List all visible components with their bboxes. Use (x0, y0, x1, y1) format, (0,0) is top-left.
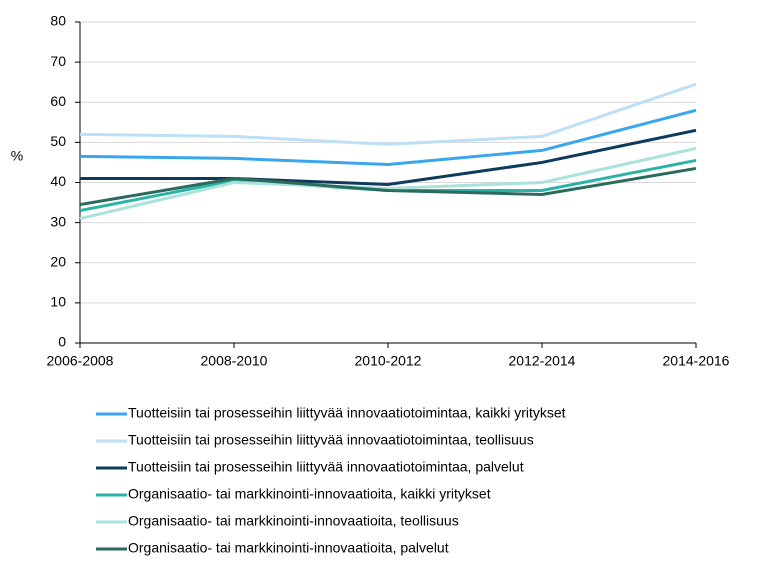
series-line (79, 146, 697, 221)
legend: Tuotteisiin tai prosesseihin liittyvää i… (96, 405, 566, 556)
legend-label: Tuotteisiin tai prosesseihin liittyvää i… (128, 405, 566, 421)
y-tick-label: 50 (50, 133, 66, 149)
x-tick-label: 2008-2010 (201, 353, 268, 369)
y-tick-label: 20 (50, 253, 66, 269)
x-tick-label: 2006-2008 (47, 353, 114, 369)
x-tick-label: 2010-2012 (355, 353, 422, 369)
series-line (79, 108, 697, 166)
y-axis-label: % (11, 148, 23, 164)
y-tick-label: 10 (50, 294, 66, 310)
legend-label: Organisaatio- tai markkinointi-innovaati… (128, 486, 491, 502)
y-tick-label: 80 (50, 13, 66, 29)
y-tick-label: 0 (58, 334, 66, 350)
x-tick-label: 2014-2016 (663, 353, 730, 369)
legend-label: Tuotteisiin tai prosesseihin liittyvää i… (128, 459, 524, 475)
legend-label: Organisaatio- tai markkinointi-innovaati… (128, 540, 449, 556)
series-line (80, 128, 697, 187)
y-tick-label: 30 (50, 213, 66, 229)
legend-label: Tuotteisiin tai prosesseihin liittyvää i… (128, 432, 534, 448)
y-tick-label: 40 (50, 173, 66, 189)
x-tick-label: 2012-2014 (509, 353, 576, 369)
y-tick-label: 70 (50, 53, 66, 69)
series-line (79, 166, 697, 207)
series-line (79, 82, 697, 146)
legend-label: Organisaatio- tai markkinointi-innovaati… (128, 513, 459, 529)
y-tick-label: 60 (50, 93, 66, 109)
